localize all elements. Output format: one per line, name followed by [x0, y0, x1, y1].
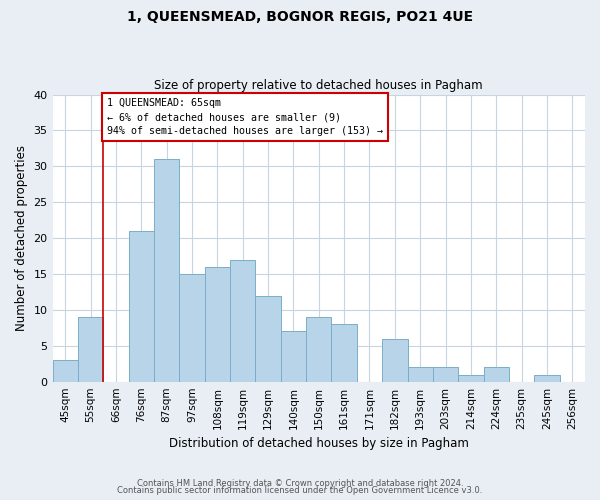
Bar: [407, 368, 433, 382]
Bar: [306, 317, 331, 382]
Bar: [534, 374, 560, 382]
Bar: [205, 267, 230, 382]
Text: Contains HM Land Registry data © Crown copyright and database right 2024.: Contains HM Land Registry data © Crown c…: [137, 478, 463, 488]
Bar: [256, 296, 281, 382]
Title: Size of property relative to detached houses in Pagham: Size of property relative to detached ho…: [154, 79, 483, 92]
Bar: [382, 338, 407, 382]
Text: 1 QUEENSMEAD: 65sqm
← 6% of detached houses are smaller (9)
94% of semi-detached: 1 QUEENSMEAD: 65sqm ← 6% of detached hou…: [107, 98, 383, 136]
Bar: [128, 231, 154, 382]
Bar: [458, 374, 484, 382]
Text: Contains public sector information licensed under the Open Government Licence v3: Contains public sector information licen…: [118, 486, 482, 495]
Bar: [78, 317, 103, 382]
Bar: [53, 360, 78, 382]
X-axis label: Distribution of detached houses by size in Pagham: Distribution of detached houses by size …: [169, 437, 469, 450]
Y-axis label: Number of detached properties: Number of detached properties: [15, 145, 28, 331]
Bar: [230, 260, 256, 382]
Bar: [433, 368, 458, 382]
Bar: [331, 324, 357, 382]
Bar: [484, 368, 509, 382]
Text: 1, QUEENSMEAD, BOGNOR REGIS, PO21 4UE: 1, QUEENSMEAD, BOGNOR REGIS, PO21 4UE: [127, 10, 473, 24]
Bar: [179, 274, 205, 382]
Bar: [154, 159, 179, 382]
Bar: [281, 332, 306, 382]
